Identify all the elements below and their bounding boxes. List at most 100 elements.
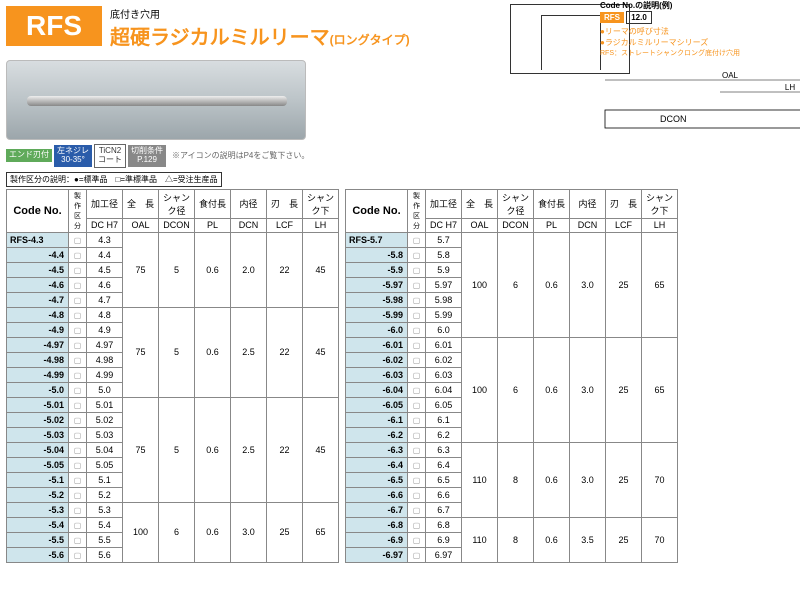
spec-table-left: Code No. 製作区分 加工径 全 長 シャンク径 食付長 内径 刃 長 シ… — [6, 189, 339, 563]
badge-left-helix: 左ネジレ30-35° — [54, 145, 92, 167]
cell-dc: 5.05 — [87, 457, 123, 472]
cell-dc: 4.97 — [87, 337, 123, 352]
col-dcon: シャンク径 — [498, 189, 534, 218]
cell-mfg — [408, 532, 426, 547]
cell-code: -5.1 — [7, 472, 69, 487]
cell-code: RFS-5.7 — [346, 232, 408, 247]
cell-dc: 6.01 — [426, 337, 462, 352]
cell-code: -6.6 — [346, 487, 408, 502]
cell-mfg — [408, 502, 426, 517]
cell-mfg — [69, 442, 87, 457]
cell-dc: 5.7 — [426, 232, 462, 247]
cell-dc: 5.97 — [426, 277, 462, 292]
cell-lh: 65 — [642, 337, 678, 442]
table-row: RFS-5.7 5.7100 6 0.6 3.0 25 65 — [346, 232, 678, 247]
cell-pl: 0.6 — [195, 502, 231, 562]
cell-code: -6.7 — [346, 502, 408, 517]
cell-dcon: 8 — [498, 517, 534, 562]
cell-code: -6.9 — [346, 532, 408, 547]
product-title: 超硬ラジカルミルリーマ — [110, 27, 330, 49]
svg-text:OAL: OAL — [722, 71, 739, 80]
cell-dcon: 6 — [159, 502, 195, 562]
col-dc: 加工径 — [87, 189, 123, 218]
col-mfg: 製作区分 — [69, 189, 87, 232]
cell-mfg — [69, 322, 87, 337]
cell-mfg — [408, 277, 426, 292]
cell-dc: 6.8 — [426, 517, 462, 532]
cell-mfg — [408, 292, 426, 307]
cell-mfg — [408, 337, 426, 352]
cell-dc: 5.99 — [426, 307, 462, 322]
cell-oal: 100 — [462, 232, 498, 337]
cell-mfg — [69, 232, 87, 247]
col-dcn: 内径 — [231, 189, 267, 218]
cell-mfg — [69, 247, 87, 262]
cell-mfg — [69, 367, 87, 382]
table-row: -6.3 6.3110 8 0.6 3.0 25 70 — [346, 442, 678, 457]
cell-dc: 5.01 — [87, 397, 123, 412]
cell-dc: 4.5 — [87, 262, 123, 277]
cell-dcon: 5 — [159, 232, 195, 307]
cell-lcf: 22 — [267, 307, 303, 397]
cell-dc: 5.04 — [87, 442, 123, 457]
cell-code: -6.04 — [346, 382, 408, 397]
badge-end-blade: エンド刃付 — [6, 149, 52, 162]
cell-mfg — [69, 382, 87, 397]
cell-dcon: 5 — [159, 397, 195, 502]
cell-code: -4.5 — [7, 262, 69, 277]
cell-lh: 65 — [642, 232, 678, 337]
cell-pl: 0.6 — [195, 397, 231, 502]
cell-dc: 4.7 — [87, 292, 123, 307]
cell-dc: 6.3 — [426, 442, 462, 457]
cell-dc: 4.3 — [87, 232, 123, 247]
cell-oal: 75 — [123, 397, 159, 502]
cell-pl: 0.6 — [195, 232, 231, 307]
cell-mfg — [408, 487, 426, 502]
cell-dc: 6.4 — [426, 457, 462, 472]
cell-mfg — [69, 262, 87, 277]
cell-pl: 0.6 — [534, 442, 570, 517]
cell-code: -6.8 — [346, 517, 408, 532]
col-lcf: 刃 長 — [606, 189, 642, 218]
cell-mfg — [408, 412, 426, 427]
cell-mfg — [408, 322, 426, 337]
cell-code: -6.2 — [346, 427, 408, 442]
cell-mfg — [69, 427, 87, 442]
cell-dc: 4.4 — [87, 247, 123, 262]
cell-mfg — [408, 382, 426, 397]
col-lcf: 刃 長 — [267, 189, 303, 218]
cell-dc: 6.97 — [426, 547, 462, 562]
cell-dcon: 5 — [159, 307, 195, 397]
code-example-note: ●リーマの呼び寸法 — [600, 26, 800, 37]
cell-dc: 4.9 — [87, 322, 123, 337]
cell-mfg — [408, 352, 426, 367]
cell-oal: 110 — [462, 442, 498, 517]
spec-table-right: Code No. 製作区分 加工径 全 長 シャンク径 食付長 内径 刃 長 シ… — [345, 189, 678, 563]
cell-lh: 65 — [303, 502, 339, 562]
cell-mfg — [408, 307, 426, 322]
cell-dc: 5.4 — [87, 517, 123, 532]
cell-mfg — [408, 367, 426, 382]
code-example-size: 12.0 — [626, 11, 652, 24]
cell-code: -5.4 — [7, 517, 69, 532]
cell-mfg — [69, 352, 87, 367]
cell-lcf: 25 — [606, 337, 642, 442]
cell-code: -4.9 — [7, 322, 69, 337]
cell-code: -5.2 — [7, 487, 69, 502]
code-example-label: Code No.の説明(例) — [600, 0, 800, 11]
cell-dc: 4.8 — [87, 307, 123, 322]
cell-dc: 6.0 — [426, 322, 462, 337]
cell-lh: 45 — [303, 397, 339, 502]
table-row: RFS-4.3 4.375 5 0.6 2.0 22 45 — [7, 232, 339, 247]
cell-oal: 100 — [123, 502, 159, 562]
cell-dcn: 2.5 — [231, 307, 267, 397]
cell-dc: 4.98 — [87, 352, 123, 367]
cell-code: -5.03 — [7, 427, 69, 442]
cell-oal: 75 — [123, 232, 159, 307]
cell-mfg — [69, 457, 87, 472]
col-lh: シャンク下 — [642, 189, 678, 218]
cell-mfg — [408, 427, 426, 442]
cell-dc: 4.99 — [87, 367, 123, 382]
cell-pl: 0.6 — [534, 232, 570, 337]
cell-code: -5.02 — [7, 412, 69, 427]
